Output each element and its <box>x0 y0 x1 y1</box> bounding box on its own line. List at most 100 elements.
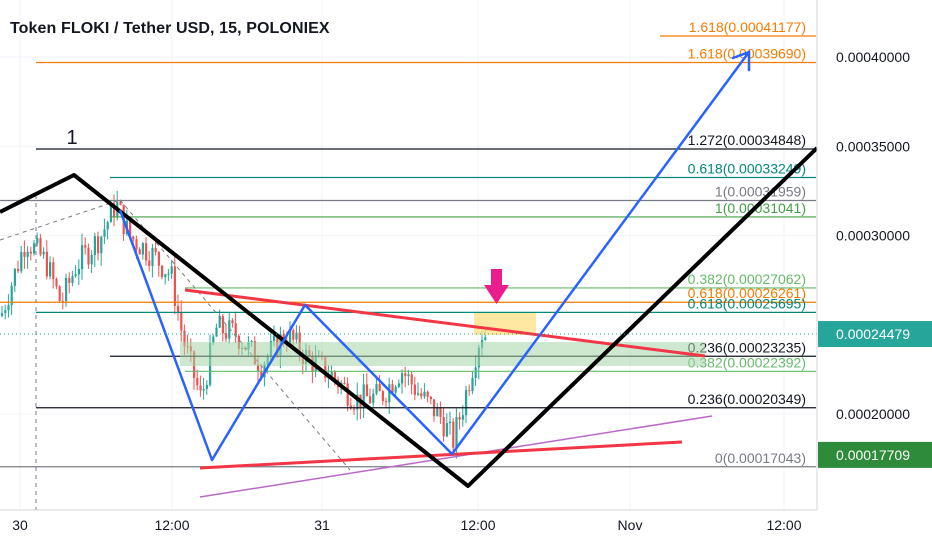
candle-body <box>1 313 4 316</box>
candle-body <box>397 383 400 387</box>
candle-body <box>10 285 13 306</box>
candle-body <box>436 407 439 417</box>
candle-body <box>225 333 228 339</box>
trend-drawings: 1 <box>0 50 819 510</box>
price-tag <box>818 321 932 348</box>
candle-body <box>445 423 448 437</box>
candle-body <box>77 269 80 275</box>
y-tick-label: 0.00020000 <box>836 406 910 422</box>
candle-body <box>199 385 202 391</box>
x-tick-label: 30 <box>12 517 28 533</box>
candle-body <box>474 367 477 379</box>
candle-body <box>87 247 90 265</box>
red-support-line <box>199 440 683 470</box>
wave-label: 1 <box>66 127 77 149</box>
candle-body <box>429 396 432 400</box>
candle-body <box>417 393 420 395</box>
candle-body <box>4 310 7 314</box>
fib-level-label: 0.618(0.00033249) <box>688 161 806 177</box>
candle-body <box>356 394 359 410</box>
candle-body <box>404 373 407 377</box>
fib-level-label: 1.618(0.00041177) <box>689 19 806 35</box>
candle-body <box>17 268 20 272</box>
candle-body <box>154 248 157 253</box>
fib-level-label: 0.382(0.00027062) <box>688 271 806 287</box>
candle-body <box>39 238 42 255</box>
candle-body <box>423 391 426 397</box>
purple-trend-line <box>199 415 713 498</box>
candle-body <box>157 252 160 266</box>
candle-body <box>260 371 263 378</box>
candle-body <box>164 274 167 278</box>
candle-body <box>273 335 276 342</box>
candle-body <box>161 265 164 278</box>
candle-body <box>385 401 388 403</box>
candle-body <box>452 421 455 448</box>
candle-body <box>68 277 71 283</box>
candle-body <box>129 220 132 237</box>
candle-body <box>93 236 96 256</box>
x-tick-label: Nov <box>618 517 643 533</box>
candle-body <box>141 243 144 255</box>
candle-body <box>173 266 176 306</box>
candlestick-series <box>1 190 487 459</box>
candle-body <box>394 386 397 393</box>
fib-level-label: 0.382(0.00022392) <box>688 354 806 370</box>
candle-body <box>465 390 468 416</box>
x-tick-label: 12:00 <box>766 517 801 533</box>
red-resistance-line <box>184 288 706 358</box>
dashed-trend-line <box>0 199 121 241</box>
blue-projection-path <box>118 51 751 462</box>
chart-grid <box>0 0 817 510</box>
y-tick-label: 0.00030000 <box>836 228 910 244</box>
fib-level-label: 0.236(0.00020349) <box>688 391 806 407</box>
candle-body <box>471 378 474 392</box>
candle-body <box>81 245 84 270</box>
y-tick-label: 0.00035000 <box>836 138 910 154</box>
time-axis-background <box>0 510 932 550</box>
candle-body <box>324 357 327 378</box>
candle-body <box>132 236 135 240</box>
fib-level-label: 0.236(0.00023235) <box>688 339 806 355</box>
candle-body <box>103 229 106 237</box>
candle-body <box>97 236 100 254</box>
candle-body <box>58 286 61 301</box>
candle-body <box>292 330 295 340</box>
candle-body <box>349 405 352 409</box>
candle-body <box>391 384 394 393</box>
candle-body <box>113 203 116 218</box>
candle-body <box>218 316 221 328</box>
chart-title: Token FLOKI / Tether USD, 15, POLONIEX <box>10 20 330 37</box>
candle-body <box>183 330 186 347</box>
blue-arrow-head <box>731 50 751 72</box>
candle-body <box>333 372 336 380</box>
candle-body <box>215 327 218 337</box>
candle-body <box>343 382 346 384</box>
fibonacci-levels: 1.618(0.00041177)1.618(0.00039690)1.272(… <box>0 19 816 468</box>
time-axis[interactable]: 30 12:00 31 12:00 Nov 12:00 <box>0 509 932 550</box>
candle-body <box>61 300 64 302</box>
y-tick-label: 0.00040000 <box>836 49 910 65</box>
candle-body <box>74 274 77 277</box>
candle-body <box>369 396 372 404</box>
candle-body <box>449 421 452 424</box>
candle-body <box>71 276 74 283</box>
candle-body <box>65 277 68 302</box>
candle-body <box>234 323 237 336</box>
black-wave-path <box>0 146 819 488</box>
candle-body <box>362 384 365 409</box>
candle-body <box>212 336 215 343</box>
price-tag-label: 0.00017709 <box>836 447 910 463</box>
candle-body <box>196 377 199 386</box>
candle-body <box>381 391 384 402</box>
fib-level-label: 1(0.00031959) <box>715 184 806 200</box>
candle-body <box>23 252 26 257</box>
fib-level-label: 0.618(0.00025695) <box>688 295 806 311</box>
candle-body <box>145 243 148 261</box>
price-tag-label: 0.00024479 <box>836 326 910 342</box>
candle-body <box>138 249 141 255</box>
candle-body <box>289 330 292 345</box>
fib-level-label: 1.272(0.00034848) <box>688 132 806 148</box>
price-axis[interactable]: 0.00020000 0.00030000 0.00035000 0.00040000… <box>816 0 932 550</box>
